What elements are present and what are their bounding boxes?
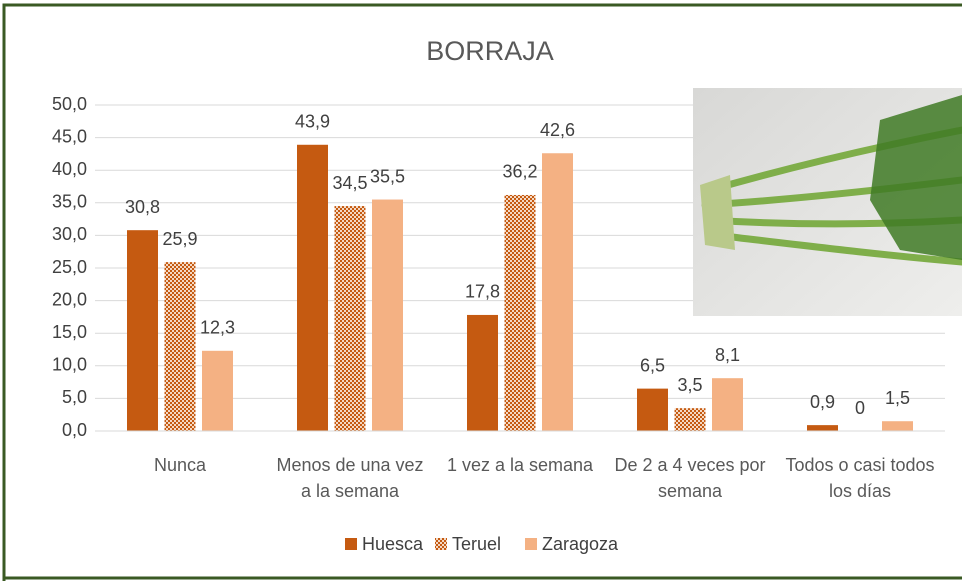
bar (675, 408, 706, 431)
bar (712, 378, 743, 431)
bar (505, 195, 536, 431)
page: BORRAJA 0,0 5,0 10,0 15,0 20,0 25,0 30,0 35,0 40… (0, 0, 962, 581)
value-label: 42,6 (540, 120, 575, 140)
x-tick-label: Nunca (100, 452, 260, 478)
legend-swatch (525, 538, 537, 550)
value-label: 30,8 (125, 197, 160, 217)
legend-swatch (345, 538, 357, 550)
y-tick-label: 10,0 (52, 355, 87, 375)
y-tick-label: 40,0 (52, 159, 87, 179)
value-label: 12,3 (200, 318, 235, 338)
legend-label: Zaragoza (542, 534, 619, 554)
legend-swatch (435, 538, 447, 550)
y-tick-label: 0,0 (62, 420, 87, 440)
y-tick-label: 20,0 (52, 289, 87, 309)
value-label: 6,5 (640, 355, 665, 375)
y-tick-label: 45,0 (52, 126, 87, 146)
bar (202, 351, 233, 431)
y-tick-label: 15,0 (52, 322, 87, 342)
value-label: 1,5 (885, 388, 910, 408)
photo (693, 88, 962, 316)
legend-label: Huesca (362, 534, 424, 554)
bar (335, 206, 366, 431)
chart-title: BORRAJA (426, 36, 554, 66)
y-tick-label: 50,0 (52, 94, 87, 114)
value-label: 0,9 (810, 392, 835, 412)
value-label: 8,1 (715, 345, 740, 365)
value-label: 34,5 (332, 173, 367, 193)
x-tick-label: Menos de una vez a la semana (270, 452, 430, 504)
bar (542, 153, 573, 431)
x-tick-label: 1 vez a la semana (440, 452, 600, 478)
bar (882, 421, 913, 431)
bar (807, 425, 838, 431)
bar (372, 200, 403, 431)
value-label: 25,9 (162, 229, 197, 249)
bar (127, 230, 158, 431)
value-label: 35,5 (370, 166, 405, 186)
value-label: 17,8 (465, 282, 500, 302)
bar (637, 389, 668, 431)
bar (467, 315, 498, 431)
value-label: 36,2 (502, 162, 537, 182)
value-label: 43,9 (295, 112, 330, 132)
legend-label: Teruel (452, 534, 501, 554)
bar (297, 145, 328, 431)
y-tick-label: 5,0 (62, 387, 87, 407)
y-tick-label: 30,0 (52, 224, 87, 244)
value-label: 3,5 (677, 375, 702, 395)
bar (165, 262, 196, 431)
value-label: 0 (855, 398, 865, 418)
y-tick-label: 35,0 (52, 192, 87, 212)
x-tick-label: Todos o casi todos los días (780, 452, 940, 504)
y-tick-label: 25,0 (52, 257, 87, 277)
x-tick-label: De 2 a 4 veces por semana (610, 452, 770, 504)
